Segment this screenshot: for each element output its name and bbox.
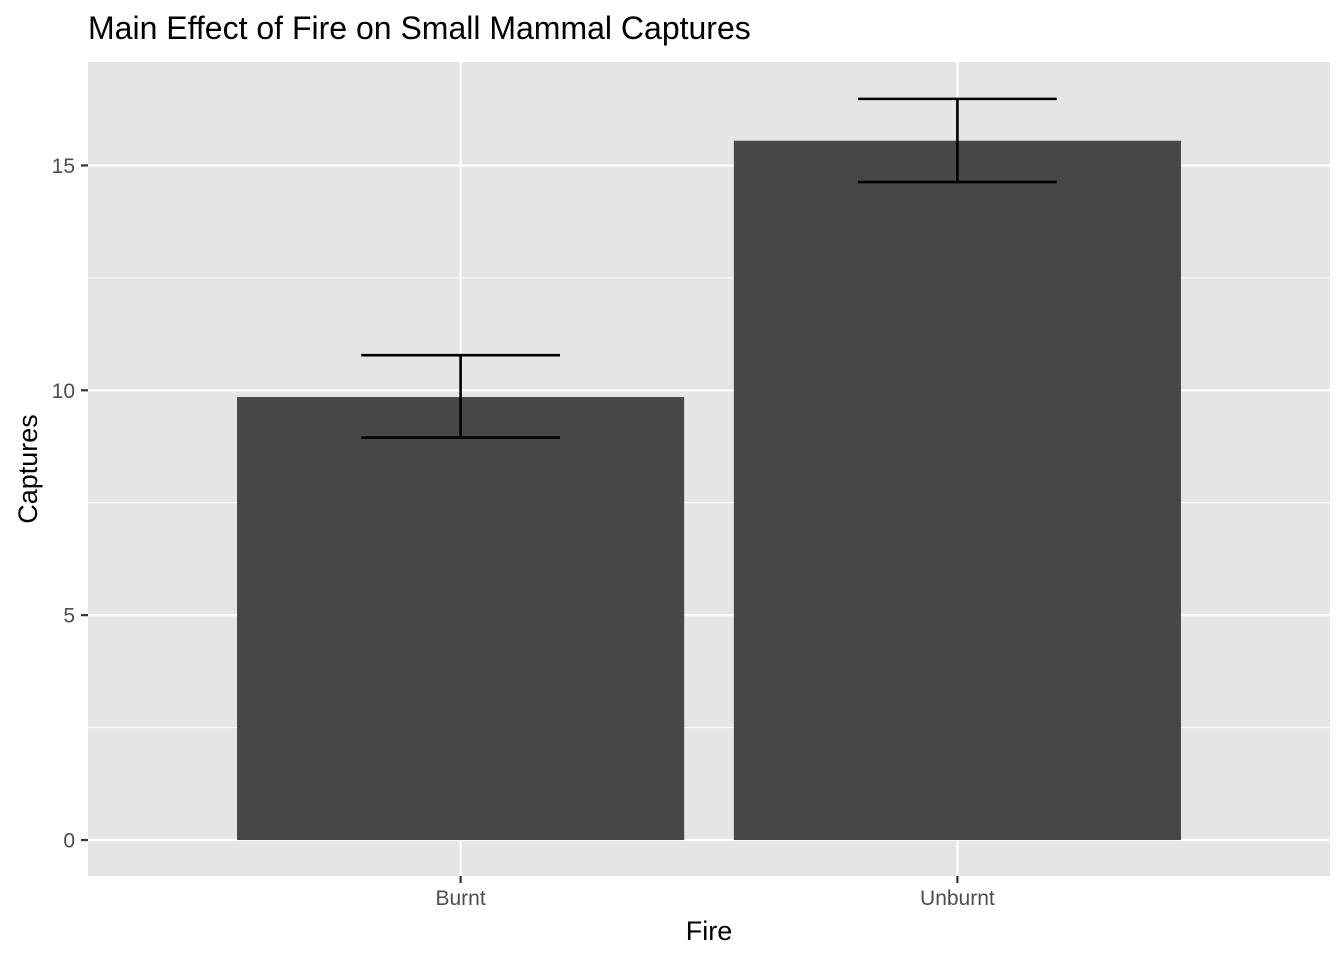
y-axis-title: Captures — [13, 414, 43, 524]
x-axis: Burnt Unburnt — [435, 876, 995, 910]
bar-burnt — [237, 397, 685, 841]
y-axis: 0 5 10 15 — [52, 155, 88, 853]
error-bar-burnt — [361, 353, 560, 439]
x-tick-label: Burnt — [435, 887, 485, 910]
x-axis-title: Fire — [686, 916, 733, 946]
y-tick-label: 5 — [63, 605, 75, 628]
error-bars — [361, 97, 1057, 439]
x-tick-label: Unburnt — [920, 887, 995, 910]
error-bar-unburnt — [858, 97, 1057, 184]
y-tick-label: 10 — [52, 380, 75, 403]
chart-title: Main Effect of Fire on Small Mammal Capt… — [88, 10, 751, 46]
bars — [237, 140, 1181, 841]
bar-unburnt — [733, 140, 1181, 841]
y-tick-label: 15 — [52, 155, 75, 178]
y-tick-label: 0 — [63, 830, 75, 853]
